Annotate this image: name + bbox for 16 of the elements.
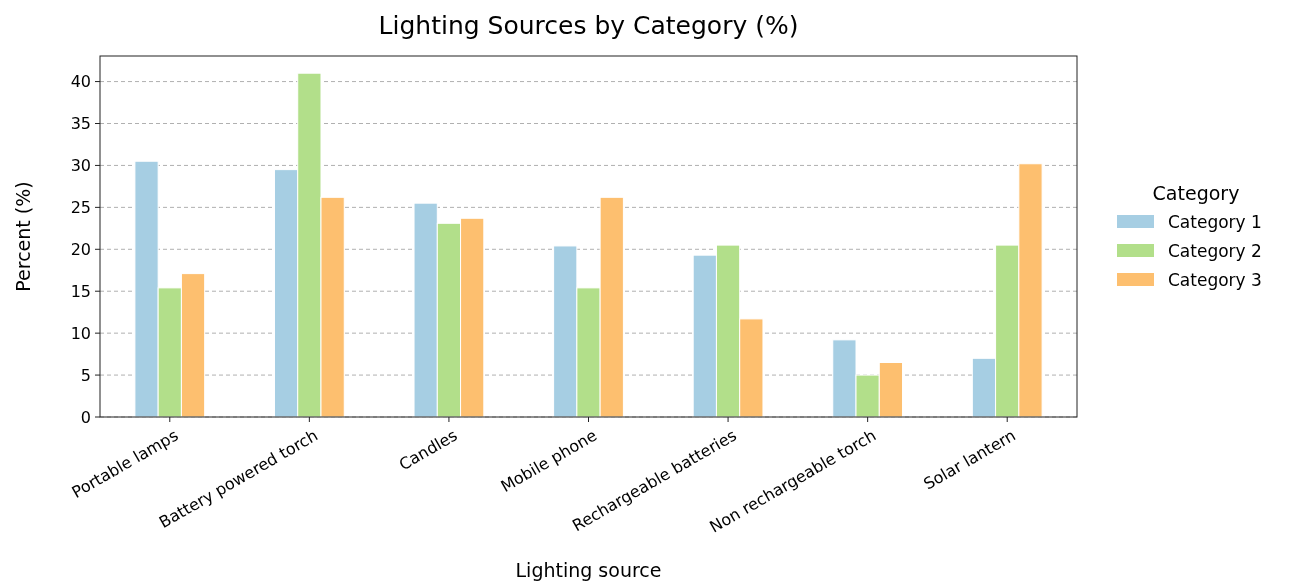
y-tick-label: 25	[70, 197, 91, 217]
y-axis-title: Percent (%)	[12, 181, 34, 292]
y-tick-label: 40	[70, 72, 91, 92]
legend-title: Category	[1152, 182, 1240, 204]
y-tick-label: 20	[70, 239, 91, 259]
legend-label: Category 3	[1168, 269, 1262, 290]
legend-label: Category 2	[1168, 240, 1262, 261]
legend-label: Category 1	[1168, 211, 1262, 232]
x-axis-title: Lighting source	[515, 559, 662, 581]
y-tick-label: 5	[80, 365, 91, 385]
y-tick-label: 30	[70, 156, 91, 176]
y-tick-label: 35	[70, 114, 91, 134]
chart-title: Lighting Sources by Category (%)	[378, 11, 799, 40]
y-tick-label: 0	[80, 407, 91, 427]
y-tick-label: 15	[70, 281, 91, 301]
y-tick-label: 10	[70, 323, 91, 343]
